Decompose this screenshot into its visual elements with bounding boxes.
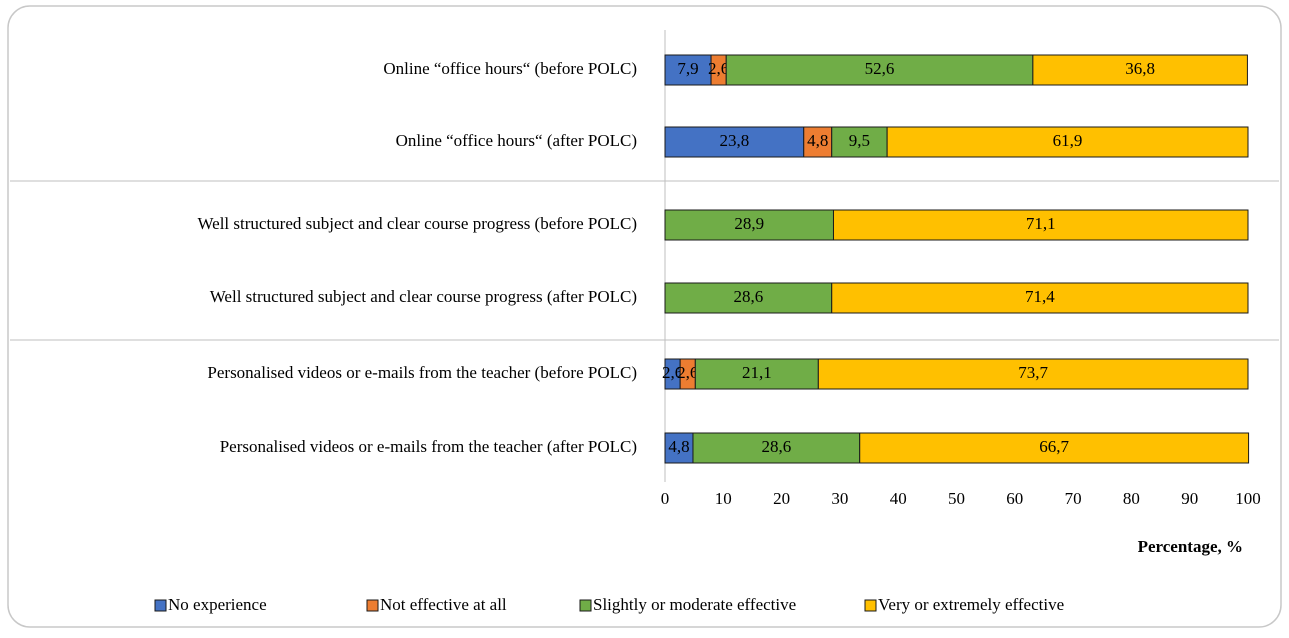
x-tick-label: 90 bbox=[1181, 489, 1198, 508]
legend-label: Very or extremely effective bbox=[878, 595, 1064, 614]
data-label: 52,6 bbox=[865, 59, 895, 78]
x-tick-label: 10 bbox=[715, 489, 732, 508]
x-tick-label: 50 bbox=[948, 489, 965, 508]
data-label: 73,7 bbox=[1018, 363, 1048, 382]
data-label: 2,6 bbox=[677, 363, 698, 382]
y-tick-label: Well structured subject and clear course… bbox=[197, 214, 637, 233]
bar-segment bbox=[664, 282, 833, 314]
data-label: 61,9 bbox=[1053, 131, 1083, 150]
y-tick-label: Personalised videos or e-mails from the … bbox=[207, 363, 637, 382]
legend-label: No experience bbox=[168, 595, 267, 614]
legend-label: Slightly or moderate effective bbox=[593, 595, 796, 614]
legend-swatch bbox=[366, 599, 379, 612]
bar-segment bbox=[886, 126, 1249, 158]
bar-segment bbox=[725, 54, 1034, 86]
x-tick-label: 40 bbox=[890, 489, 907, 508]
bar-segment bbox=[692, 432, 861, 464]
x-tick-label: 70 bbox=[1065, 489, 1082, 508]
frame bbox=[7, 5, 1282, 628]
legend-swatch bbox=[579, 599, 592, 612]
data-label: 2,6 bbox=[662, 363, 683, 382]
bar-segment bbox=[817, 358, 1249, 390]
data-label: 4,8 bbox=[668, 437, 689, 456]
y-tick-label: Well structured subject and clear course… bbox=[210, 287, 637, 306]
bar-segment bbox=[832, 209, 1249, 241]
data-label: 4,8 bbox=[807, 131, 828, 150]
y-tick-label: Online “office hours“ (after POLC) bbox=[396, 131, 637, 150]
x-tick-label: 20 bbox=[773, 489, 790, 508]
bar-segment bbox=[831, 282, 1249, 314]
y-tick-label: Online “office hours“ (before POLC) bbox=[383, 59, 637, 78]
data-label: 2,6 bbox=[708, 59, 729, 78]
x-tick-label: 80 bbox=[1123, 489, 1140, 508]
data-label: 71,1 bbox=[1026, 214, 1056, 233]
legend-swatch bbox=[154, 599, 167, 612]
data-label: 71,4 bbox=[1025, 287, 1055, 306]
data-label: 7,9 bbox=[677, 59, 698, 78]
bar-segment bbox=[664, 209, 834, 241]
bar-segment bbox=[664, 54, 712, 86]
x-tick-label: 100 bbox=[1235, 489, 1261, 508]
bar-segment bbox=[664, 126, 805, 158]
data-label: 28,6 bbox=[733, 287, 763, 306]
y-tick-label: Personalised videos or e-mails from the … bbox=[220, 437, 637, 456]
data-label: 28,9 bbox=[734, 214, 764, 233]
data-label: 66,7 bbox=[1039, 437, 1069, 456]
bar-segment bbox=[831, 126, 888, 158]
legend-swatch bbox=[864, 599, 877, 612]
data-label: 23,8 bbox=[720, 131, 750, 150]
legend-label: Not effective at all bbox=[380, 595, 507, 614]
data-label: 28,6 bbox=[761, 437, 791, 456]
x-axis-title: Percentage, % bbox=[1138, 537, 1243, 556]
x-tick-label: 30 bbox=[831, 489, 848, 508]
x-tick-label: 0 bbox=[661, 489, 670, 508]
bar-segment bbox=[803, 126, 833, 158]
x-tick-label: 60 bbox=[1006, 489, 1023, 508]
bar-segment bbox=[859, 432, 1250, 464]
data-label: 36,8 bbox=[1125, 59, 1155, 78]
data-label: 9,5 bbox=[849, 131, 870, 150]
bar-segment bbox=[1032, 54, 1248, 86]
data-label: 21,1 bbox=[742, 363, 772, 382]
